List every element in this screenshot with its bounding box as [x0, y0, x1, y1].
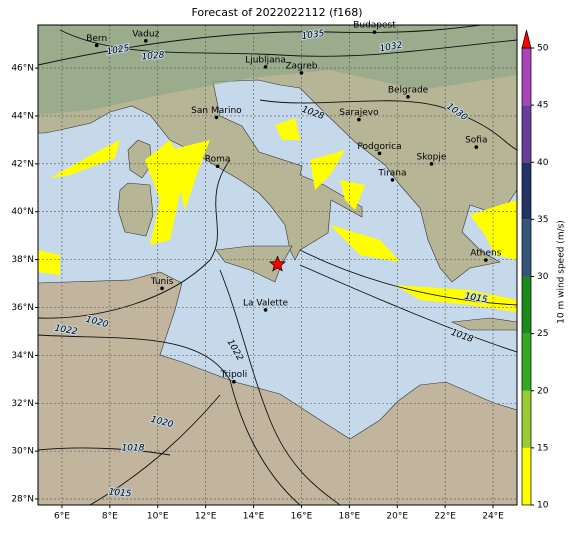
- x-tick-label: 16°E: [291, 512, 313, 522]
- colorbar-segment: [522, 447, 531, 505]
- city-label: Ljubljana: [245, 55, 286, 65]
- isobar-label: 1035: [301, 29, 325, 42]
- colorbar-segment: [522, 48, 531, 106]
- sicily: [215, 245, 293, 283]
- city-dot: [406, 95, 410, 99]
- colorbar-tick-label: 10: [537, 501, 549, 511]
- city-label: Sarajevo: [339, 108, 379, 118]
- city-label: Vaduz: [132, 29, 159, 39]
- x-tick-label: 24°E: [482, 512, 504, 522]
- city-label: Tunis: [150, 277, 174, 287]
- grid: [38, 25, 517, 505]
- crete: [450, 317, 517, 331]
- colorbar-tick-label: 40: [537, 158, 549, 168]
- y-tick-label: 28°N: [11, 495, 34, 505]
- colorbar-tick-label: 45: [537, 101, 548, 111]
- y-tick-label: 42°N: [11, 159, 34, 169]
- city-dot: [232, 379, 236, 384]
- city-dot: [474, 145, 479, 149]
- city-dot: [372, 30, 377, 34]
- city-label: Sofia: [465, 136, 487, 146]
- city-label: Belgrade: [388, 85, 429, 95]
- colorbar-segment: [522, 219, 531, 277]
- y-tick-label: 36°N: [11, 303, 34, 313]
- sardinia: [117, 182, 154, 237]
- isobar-label: 1018: [122, 444, 145, 454]
- city-dot: [484, 258, 488, 262]
- y-tick-label: 30°N: [11, 447, 34, 457]
- alps: [38, 25, 517, 115]
- x-tick-label: 8°E: [102, 512, 118, 522]
- colorbar-segment: [522, 162, 531, 220]
- y-tick-label: 32°N: [11, 399, 34, 409]
- colorbar: 10 15 20 25 30 35 40 45 50: [521, 29, 549, 511]
- city-label: La Valette: [243, 298, 288, 308]
- city-label: Tripoli: [220, 370, 248, 380]
- city-label: Skopje: [417, 152, 447, 162]
- city-label: Tirana: [377, 168, 406, 178]
- colorbar-tick-label: 50: [537, 44, 549, 54]
- y-tick-label: 34°N: [11, 351, 34, 361]
- colorbar-segment: [522, 333, 531, 391]
- city-dot: [160, 286, 164, 291]
- city-dot: [214, 115, 219, 120]
- city-dot: [429, 162, 434, 166]
- location-star: [268, 255, 287, 272]
- colorbar-extend: [521, 29, 532, 49]
- city-label: Podgorica: [357, 142, 401, 152]
- map-frame: [37, 24, 518, 506]
- x-tick-label: 14°E: [243, 512, 265, 522]
- isobar-label: 1015: [108, 488, 132, 500]
- colorbar-segment: [522, 390, 531, 448]
- city-dot: [263, 65, 268, 69]
- isobar-label: 1028: [141, 50, 165, 62]
- city-dot: [215, 164, 220, 169]
- x-tick-label: 6°E: [54, 512, 70, 522]
- colorbar-tick-label: 15: [537, 443, 548, 453]
- y-tick-label: 44°N: [11, 111, 34, 121]
- city-dot: [390, 178, 395, 182]
- city-label: Zagreb: [285, 61, 317, 71]
- city-label: Athens: [470, 249, 501, 259]
- colorbar-segment: [522, 276, 531, 334]
- isobars: [38, 25, 517, 505]
- city-dot: [143, 39, 148, 43]
- city-dot: [377, 151, 382, 156]
- city-label: San Marino: [191, 106, 242, 116]
- x-tick-label: 12°E: [195, 512, 217, 522]
- city-label: Budapest: [353, 21, 396, 31]
- title: Forecast of 2022022112 (f168): [191, 6, 362, 19]
- corsica: [127, 139, 152, 179]
- colorbar-tick-label: 35: [537, 215, 548, 225]
- city-dot: [263, 308, 268, 312]
- city-label: Bern: [86, 34, 107, 44]
- city-label: Roma: [205, 155, 231, 165]
- x-tick-label: 18°E: [339, 512, 361, 522]
- colorbar-tick-label: 25: [537, 329, 548, 339]
- colorbar-tick-label: 30: [537, 272, 549, 282]
- colorbar-tick-label: 20: [537, 386, 549, 396]
- x-tick-label: 10°E: [147, 512, 169, 522]
- city-dot: [94, 43, 99, 48]
- colorbar-segment: [522, 105, 531, 163]
- y-tick-label: 46°N: [11, 64, 34, 74]
- colorbar-label: 10 m wind speed (m/s): [557, 220, 567, 324]
- city-dot: [357, 117, 361, 122]
- x-tick-label: 20°E: [386, 512, 408, 522]
- y-tick-label: 40°N: [11, 207, 34, 217]
- y-tick-label: 38°N: [11, 255, 34, 265]
- x-tick-label: 22°E: [434, 512, 456, 522]
- city-dot: [299, 71, 304, 75]
